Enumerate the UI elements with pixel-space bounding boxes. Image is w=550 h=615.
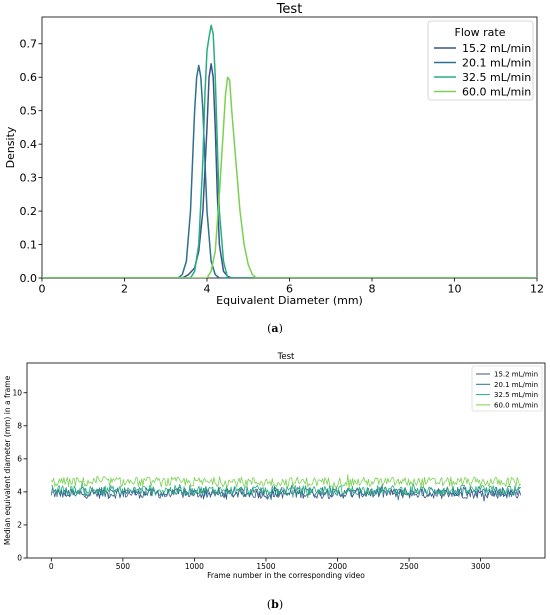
chart-a-y-tick-label: 0.1 [20,238,38,251]
chart-b-x-tick-label: 0 [49,562,54,571]
chart-b-legend-entry-3: 32.5 mL/min [494,391,538,399]
caption-b-close: ) [278,598,284,611]
chart-a-series-line-4 [42,76,537,278]
chart-b-y-tick-label: 8 [17,421,22,430]
chart-b-y-tick-label: 2 [17,521,22,530]
chart-a-y-tick-label: 0.5 [20,105,38,118]
chart-b-x-tick-label: 3000 [471,562,490,571]
chart-b-legend-entry-1: 15.2 mL/min [494,371,538,379]
caption-a-close: ) [278,322,283,335]
chart-b-legend-entry-2: 20.1 mL/min [494,381,538,389]
caption-a: (a) [0,322,550,335]
chart-a-y-tick-label: 0.0 [20,272,38,285]
chart-a-legend-entry-2: 20.1 mL/min [462,57,531,70]
chart-b-y-tick-label: 10 [12,388,22,397]
chart-b-x-tick-label: 2500 [400,562,419,571]
chart-a-legend-title: Flow rate [455,26,506,39]
chart-b-x-axis-label: Frame number in the corresponding video [207,571,365,580]
chart-a-series-group [42,24,537,278]
caption-a-letter: a [271,322,279,335]
chart-b-legend: 15.2 mL/min 20.1 mL/min 32.5 mL/min 60.0 mL… [471,365,543,412]
chart-a-y-tick-label: 0.3 [20,171,38,184]
chart-a-y-axis-label: Density [4,126,17,168]
chart-a-x-tick-label: 10 [448,283,462,296]
chart-b-series-line-3 [51,481,522,499]
chart-a-legend-entry-1: 15.2 mL/min [462,42,531,55]
chart-b-series-line-4 [50,473,522,489]
chart-a-x-axis-label: Equivalent Diameter (mm) [216,294,363,307]
chart-b-x-tick-label: 1000 [185,562,204,571]
chart-a-x-tick-label: 4 [204,283,211,296]
chart-a-series-line-3 [42,24,537,278]
chart-b-legend-box [471,365,543,412]
caption-b-letter: b [271,598,279,611]
chart-a-series-line-1 [42,63,537,278]
chart-b-legend-entry-4: 60.0 mL/min [494,402,538,410]
chart-b-x-tick-label: 2000 [328,562,347,571]
caption-b: (b) [0,598,550,611]
chart-b-x-tick-label: 1500 [256,562,275,571]
chart-a-title: Test [276,2,303,17]
chart-b-y-tick-label: 6 [17,454,22,463]
chart-a-x-tick-label: 8 [369,283,376,296]
chart-a-y-tick-label: 0.7 [20,38,38,51]
chart-a-legend-entry-4: 60.0 mL/min [462,86,531,99]
chart-a-x-tick-label: 2 [121,283,128,296]
chart-a-x-tick-label: 6 [286,283,293,296]
chart-a-legend-entry-3: 32.5 mL/min [462,71,531,84]
chart-b-y-axis-label: Median equivalent diameter (mm) in a fra… [3,375,12,545]
chart-a-chart: 0 2 4 6 8 10 12 0.0 0.1 0.2 0.3 0.4 0.5 0.6 0.7 Test Equ… [4,2,544,307]
chart-a-y-tick-label: 0.4 [20,138,38,151]
chart-b-y-tick-label: 0 [17,554,22,563]
chart-b-x-tick-label: 500 [116,562,131,571]
chart-a-x-tick-label: 0 [39,283,46,296]
chart-b-plot-frame [26,362,546,559]
caption-b-open: ( [266,598,272,611]
chart-b-title: Test [277,352,295,362]
chart-a-legend-box [427,20,534,101]
chart-a-y-tick-label: 0.6 [20,71,38,84]
chart-b-y-tick-label: 4 [17,488,22,497]
caption-a-open: ( [267,322,272,335]
chart-b-chart: 0 500 1000 1500 2000 2500 3000 0 2 4 6 8 10 Test Frame… [3,352,546,580]
chart-a-y-tick-label: 0.2 [20,205,38,218]
chart-a-x-tick-label: 12 [530,283,544,296]
